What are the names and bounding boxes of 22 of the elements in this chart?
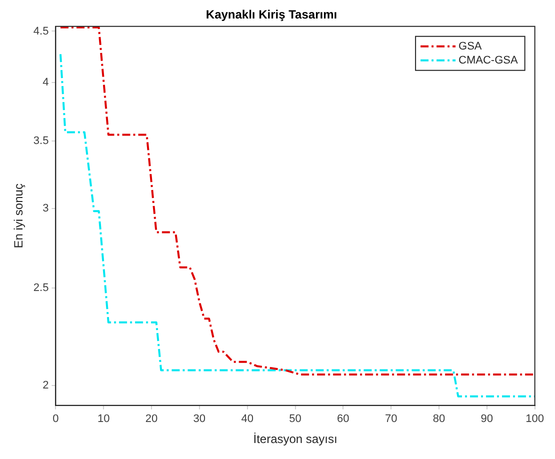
y-tick-label: 4 [42,76,49,89]
x-tick-label: 70 [384,413,398,426]
x-tick-label: 40 [241,413,254,426]
x-tick-label: 0 [52,413,59,426]
x-tick-label: 10 [97,413,110,426]
legend-label: GSA [458,40,482,52]
y-tick-label: 2.5 [33,282,49,294]
y-axis-title: En iyi sonuç [12,184,26,248]
y-tick-label: 3 [42,202,49,214]
x-tick-label: 100 [526,413,544,426]
y-tick-label: 2 [42,379,49,392]
x-tick-label: 90 [480,413,494,426]
chart-title: Kaynaklı Kiriş Tasarımı [206,8,338,22]
x-tick-label: 80 [432,413,446,426]
x-tick-label: 30 [193,413,206,426]
legend-label: CMAC-GSA [458,54,518,66]
y-tick-label: 3.5 [33,134,49,147]
x-tick-label: 20 [145,413,158,426]
y-tick-label: 4.5 [33,25,49,38]
x-axis-title: İterasyon sayısı [253,432,338,446]
x-tick-label: 60 [337,413,350,426]
x-tick-label: 50 [289,413,302,426]
